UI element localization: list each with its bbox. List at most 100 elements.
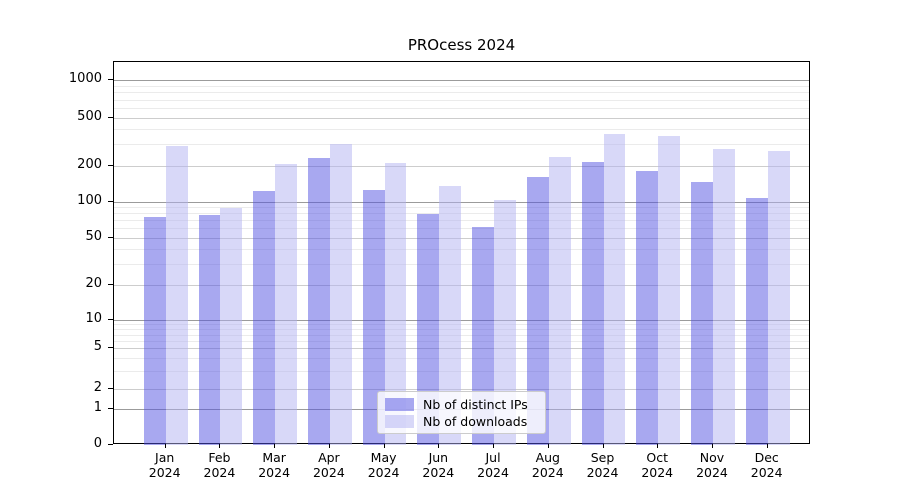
plot-area bbox=[113, 61, 810, 445]
x-tick-year: 2024 bbox=[367, 464, 400, 480]
x-tick-mark bbox=[657, 444, 659, 448]
y-tick-mark bbox=[108, 116, 113, 118]
x-tick-year: 2024 bbox=[148, 464, 181, 480]
x-tick-month: Nov bbox=[699, 450, 725, 465]
bar-distinct-ips-apr bbox=[307, 158, 330, 445]
bar-downloads-jul bbox=[494, 199, 516, 445]
x-tick-year: 2024 bbox=[258, 464, 291, 480]
x-tick-year: 2024 bbox=[203, 464, 236, 480]
x-tick-year: 2024 bbox=[586, 464, 619, 480]
bar-distinct-ips-jul bbox=[472, 226, 495, 445]
bar-downloads-may bbox=[384, 163, 407, 445]
y-tick-label-0: 0 bbox=[93, 436, 102, 451]
gridline-minor bbox=[114, 92, 809, 94]
bar-distinct-ips-oct bbox=[636, 171, 659, 445]
x-tick-year: 2024 bbox=[422, 464, 455, 480]
y-tick-mark bbox=[108, 319, 113, 320]
gridline-minor bbox=[114, 324, 809, 326]
y-tick-mark bbox=[108, 408, 113, 409]
gridline-minor bbox=[114, 99, 809, 101]
x-tick-month: Jan bbox=[155, 450, 175, 465]
x-tick-mark bbox=[164, 444, 166, 448]
gridline-major bbox=[114, 320, 809, 321]
bar-distinct-ips-jan bbox=[143, 216, 166, 445]
y-tick-label-1: 1 bbox=[93, 400, 102, 415]
x-tick-label-sep: Sep 2024 bbox=[573, 450, 633, 480]
gridline-mid bbox=[114, 388, 809, 390]
x-tick-mark bbox=[493, 444, 495, 448]
x-tick-label-jan: Jan 2024 bbox=[135, 450, 195, 480]
bar-downloads-feb bbox=[220, 207, 243, 445]
gridline-minor bbox=[114, 86, 809, 87]
x-tick-month: Feb bbox=[208, 450, 231, 465]
gridline-major bbox=[114, 201, 809, 203]
bar-downloads-jan bbox=[165, 146, 188, 445]
x-tick-month: Mar bbox=[262, 450, 286, 465]
gridline-mid bbox=[114, 237, 809, 239]
x-tick-label-dec: Dec 2024 bbox=[737, 450, 797, 480]
gridline-mid bbox=[114, 285, 809, 287]
x-tick-year: 2024 bbox=[312, 464, 345, 480]
x-tick-year: 2024 bbox=[477, 464, 509, 480]
legend-swatch-downloads-icon bbox=[385, 415, 414, 428]
bar-downloads-sep bbox=[603, 133, 626, 445]
gridline-minor bbox=[114, 144, 809, 146]
y-tick-mark bbox=[108, 200, 113, 202]
bar-distinct-ips-mar bbox=[253, 190, 276, 445]
bar-distinct-ips-jun bbox=[417, 214, 440, 445]
legend-label-distinct-ips: Nb of distinct IPs bbox=[423, 397, 528, 412]
x-tick-mark bbox=[438, 444, 440, 448]
gridline-minor bbox=[114, 249, 809, 251]
gridline-mid bbox=[114, 117, 809, 119]
x-tick-mark bbox=[711, 444, 713, 448]
x-tick-mark bbox=[328, 444, 330, 448]
y-tick-mark bbox=[108, 284, 113, 286]
y-tick-label-200: 200 bbox=[77, 156, 102, 172]
chart-title: PROcess 2024 bbox=[407, 36, 516, 54]
x-tick-month: Oct bbox=[646, 450, 669, 465]
gridline-minor bbox=[114, 107, 809, 109]
bar-distinct-ips-may bbox=[362, 189, 385, 445]
bar-downloads-mar bbox=[275, 164, 298, 445]
x-tick-label-oct: Oct 2024 bbox=[627, 450, 687, 480]
bar-distinct-ips-dec bbox=[745, 197, 768, 445]
gridline-minor bbox=[114, 334, 809, 336]
x-tick-year: 2024 bbox=[641, 464, 674, 480]
x-tick-mark bbox=[766, 444, 768, 448]
bar-distinct-ips-aug bbox=[526, 177, 549, 445]
x-tick-label-feb: Feb 2024 bbox=[189, 450, 249, 480]
x-tick-label-jul: Jul 2024 bbox=[463, 450, 523, 480]
gridline-minor bbox=[114, 129, 809, 131]
x-tick-label-may: May 2024 bbox=[354, 450, 414, 480]
bar-downloads-aug bbox=[548, 156, 571, 445]
x-tick-mark bbox=[602, 444, 604, 448]
bar-downloads-oct bbox=[658, 136, 681, 445]
y-tick-label-5: 5 bbox=[93, 339, 102, 355]
x-tick-mark bbox=[219, 444, 221, 448]
legend-swatch-distinct-ips-icon bbox=[385, 398, 414, 411]
x-tick-mark bbox=[383, 444, 385, 448]
y-tick-label-500: 500 bbox=[77, 108, 102, 124]
y-tick-mark bbox=[108, 79, 113, 81]
x-tick-month: Aug bbox=[535, 450, 560, 465]
x-tick-label-nov: Nov 2024 bbox=[682, 450, 742, 480]
x-tick-year: 2024 bbox=[750, 464, 783, 480]
bar-downloads-nov bbox=[712, 148, 735, 445]
gridline-minor bbox=[114, 213, 809, 215]
x-tick-label-apr: Apr 2024 bbox=[299, 450, 359, 480]
bar-downloads-dec bbox=[767, 150, 790, 445]
y-tick-label-100: 100 bbox=[77, 192, 102, 208]
y-tick-mark bbox=[108, 387, 113, 389]
y-tick-label-1000: 1000 bbox=[68, 71, 102, 87]
x-tick-month: Apr bbox=[318, 450, 340, 465]
gridline-minor bbox=[114, 228, 809, 230]
y-tick-mark bbox=[108, 444, 113, 445]
gridline-minor bbox=[114, 220, 809, 222]
gridline-minor bbox=[114, 207, 809, 209]
gridline-minor bbox=[114, 340, 809, 342]
bar-downloads-jun bbox=[439, 185, 462, 445]
gridline-minor bbox=[114, 264, 809, 266]
y-tick-label-50: 50 bbox=[85, 228, 102, 244]
y-tick-mark bbox=[108, 347, 113, 349]
